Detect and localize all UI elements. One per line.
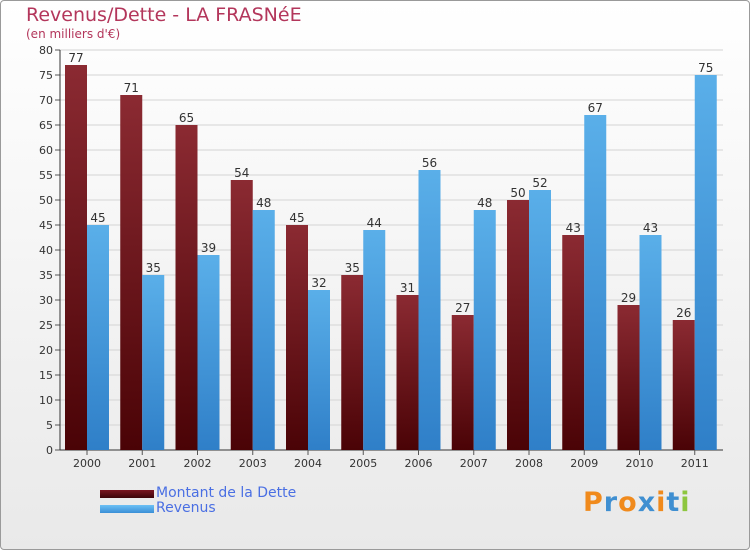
y-tick-label: 75 <box>39 69 53 82</box>
data-label-revenus: 56 <box>422 156 437 170</box>
bar-dette <box>396 295 419 450</box>
bar-revenus <box>363 230 386 450</box>
data-label-revenus: 45 <box>90 211 105 225</box>
y-tick-label: 0 <box>46 444 53 457</box>
y-tick-label: 5 <box>46 419 53 432</box>
bar-dette <box>120 95 143 450</box>
x-tick-label: 2011 <box>681 457 709 470</box>
x-tick-label: 2002 <box>184 457 212 470</box>
data-label-revenus: 32 <box>311 276 326 290</box>
y-tick-label: 35 <box>39 269 53 282</box>
logo-letter: i <box>656 487 667 518</box>
bar-revenus <box>142 275 165 450</box>
data-label-revenus: 44 <box>367 216 382 230</box>
x-tick-label: 2001 <box>128 457 156 470</box>
bar-dette <box>65 65 87 450</box>
bar-dette <box>286 225 308 450</box>
y-tick-label: 80 <box>39 44 53 57</box>
x-tick-label: 2000 <box>73 457 101 470</box>
y-tick-label: 10 <box>39 394 53 407</box>
bar-dette <box>562 235 585 450</box>
x-tick-label: 2007 <box>460 457 488 470</box>
data-label-dette: 35 <box>345 261 360 275</box>
data-label-revenus: 67 <box>588 101 603 115</box>
data-label-dette: 50 <box>510 186 525 200</box>
x-tick-label: 2010 <box>626 457 654 470</box>
y-tick-label: 40 <box>39 244 53 257</box>
data-label-revenus: 48 <box>477 196 492 210</box>
data-label-dette: 27 <box>455 301 470 315</box>
data-label-dette: 54 <box>234 166 249 180</box>
y-tick-label: 45 <box>39 219 53 232</box>
proxiti-logo: Proxiti <box>583 487 691 518</box>
bar-dette <box>175 125 198 450</box>
chart-subtitle: (en milliers d'€) <box>26 27 121 41</box>
bar-dette <box>672 320 695 450</box>
logo-letter: o <box>618 487 638 518</box>
x-tick-label: 2004 <box>294 457 322 470</box>
bar-dette <box>507 200 529 450</box>
data-label-dette: 77 <box>68 51 83 65</box>
data-label-revenus: 75 <box>698 61 713 75</box>
bar-revenus <box>87 225 109 450</box>
y-tick-label: 30 <box>39 294 53 307</box>
x-tick-label: 2006 <box>405 457 433 470</box>
bar-revenus <box>418 170 441 450</box>
logo-letter: t <box>666 487 681 518</box>
bar-revenus <box>308 290 330 450</box>
y-tick-label: 55 <box>39 169 53 182</box>
y-tick-label: 25 <box>39 319 53 332</box>
x-tick-label: 2008 <box>515 457 543 470</box>
data-label-revenus: 39 <box>201 241 216 255</box>
data-label-dette: 43 <box>566 221 581 235</box>
bar-revenus <box>639 235 662 450</box>
bar-revenus <box>529 190 551 450</box>
data-label-dette: 26 <box>676 306 691 320</box>
legend-swatch-revenus <box>100 505 154 513</box>
y-tick-label: 60 <box>39 144 53 157</box>
data-label-revenus: 52 <box>532 176 547 190</box>
bar-dette <box>451 315 474 450</box>
bar-revenus <box>584 115 607 450</box>
legend-label-revenus: Revenus <box>156 500 216 516</box>
logo-letter: x <box>637 487 657 518</box>
x-tick-label: 2009 <box>570 457 598 470</box>
legend-swatch-dette <box>100 490 154 498</box>
data-label-revenus: 35 <box>146 261 161 275</box>
bar-revenus <box>197 255 220 450</box>
data-label-dette: 71 <box>124 81 139 95</box>
y-tick-label: 70 <box>39 94 53 107</box>
x-tick-label: 2003 <box>239 457 267 470</box>
data-label-dette: 31 <box>400 281 415 295</box>
logo-letter: r <box>603 487 619 518</box>
logo-letter: P <box>583 487 604 518</box>
y-tick-label: 15 <box>39 369 53 382</box>
data-label-revenus: 48 <box>256 196 271 210</box>
data-label-revenus: 43 <box>643 221 658 235</box>
data-label-dette: 65 <box>179 111 194 125</box>
bar-dette <box>230 180 253 450</box>
legend-label-dette: Montant de la Dette <box>156 485 297 501</box>
y-tick-label: 50 <box>39 194 53 207</box>
bar-revenus <box>473 210 496 450</box>
bar-revenus <box>252 210 275 450</box>
logo-letter: i <box>680 487 691 518</box>
data-label-dette: 29 <box>621 291 636 305</box>
y-tick-label: 20 <box>39 344 53 357</box>
bar-revenus <box>694 75 717 450</box>
bar-dette <box>341 275 364 450</box>
chart-title: Revenus/Dette - LA FRASNéE <box>26 4 302 26</box>
bar-dette <box>617 305 640 450</box>
data-label-dette: 45 <box>289 211 304 225</box>
x-tick-label: 2005 <box>349 457 377 470</box>
y-tick-label: 65 <box>39 119 53 132</box>
